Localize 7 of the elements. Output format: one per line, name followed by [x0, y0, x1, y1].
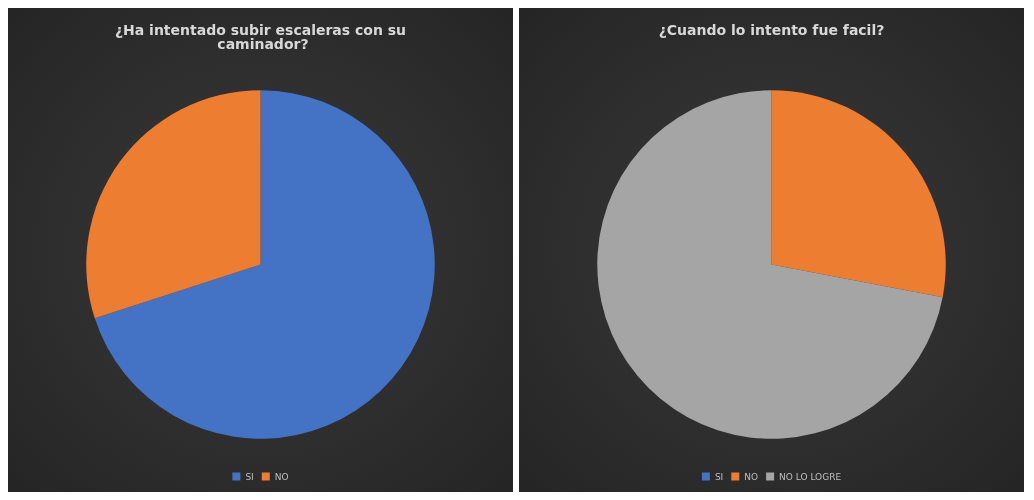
legend-label: NO LO LOGRE — [779, 471, 842, 482]
legend-label: SI — [714, 471, 724, 482]
legend-label: SI — [245, 471, 254, 482]
legend-label: NO — [274, 471, 289, 482]
chart-title: ¿Cuando lo intento fue facil? — [658, 22, 885, 38]
chart-title: ¿Ha intentado subir escaleras con su caminador? — [114, 22, 407, 52]
legend-label: NO — [744, 471, 759, 482]
